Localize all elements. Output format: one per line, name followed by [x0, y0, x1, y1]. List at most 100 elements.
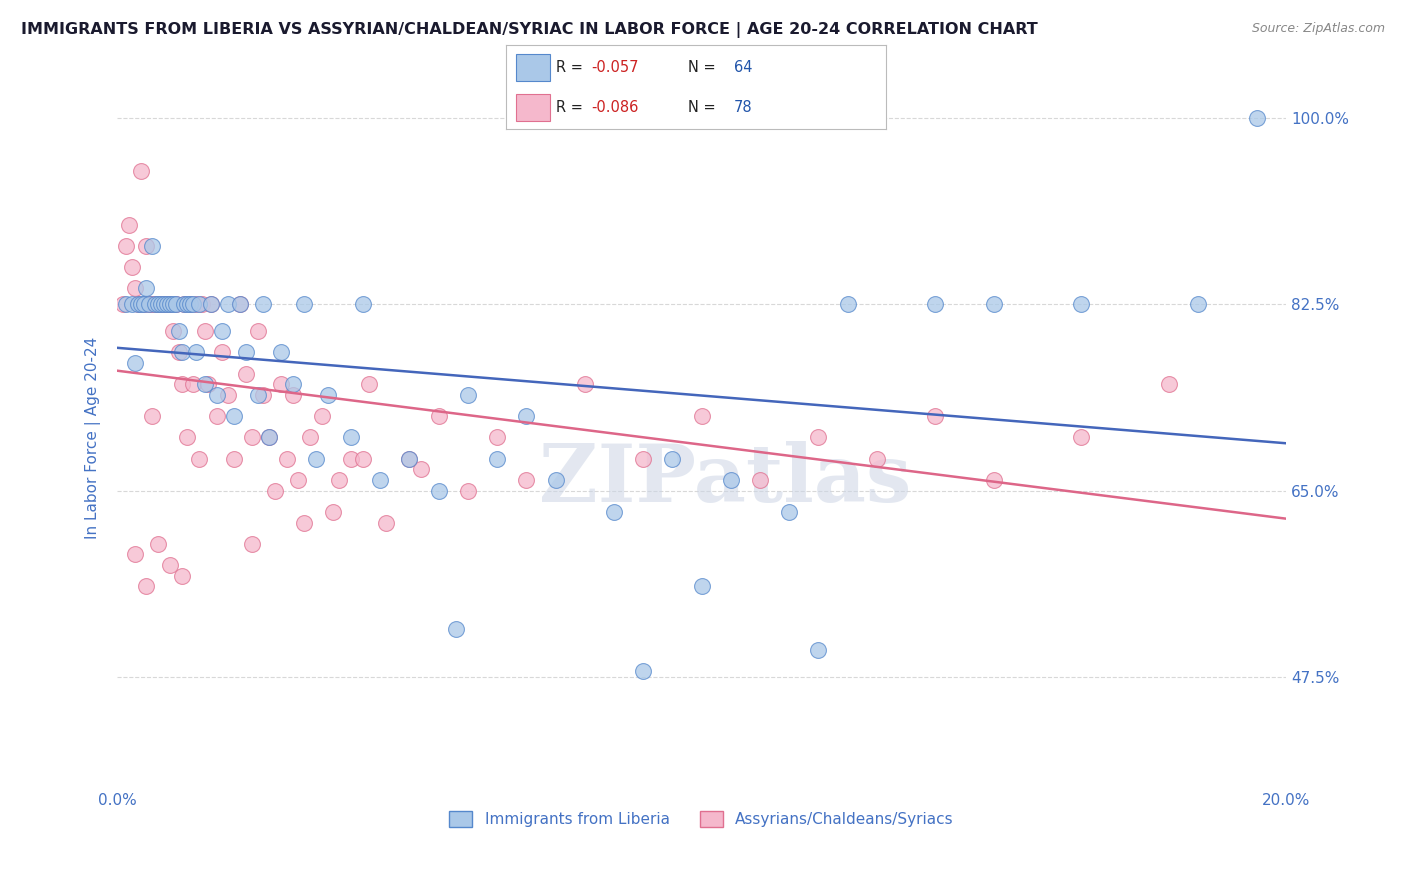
Point: [200, 297, 222, 311]
Point: [141, 239, 163, 253]
Text: 78: 78: [734, 100, 752, 115]
Point: [311, 409, 333, 424]
Point: [205, 388, 228, 402]
Point: [837, 297, 859, 311]
Point: [316, 388, 339, 402]
Point: [281, 377, 304, 392]
Point: [1070, 297, 1092, 311]
Point: [340, 451, 363, 466]
Point: [292, 516, 315, 530]
Point: [1187, 297, 1209, 311]
Point: [127, 297, 149, 311]
Text: IMMIGRANTS FROM LIBERIA VS ASSYRIAN/CHALDEAN/SYRIAC IN LABOR FORCE | AGE 20-24 C: IMMIGRANTS FROM LIBERIA VS ASSYRIAN/CHAL…: [21, 22, 1038, 38]
Point: [181, 297, 204, 311]
Point: [176, 430, 198, 444]
Legend: Immigrants from Liberia, Assyrians/Chaldeans/Syriacs: Immigrants from Liberia, Assyrians/Chald…: [443, 805, 960, 833]
Point: [352, 297, 374, 311]
Point: [287, 473, 309, 487]
Point: [188, 297, 211, 311]
Text: N =: N =: [689, 100, 721, 115]
Point: [544, 473, 567, 487]
Point: [427, 483, 450, 498]
Bar: [516, 94, 550, 120]
Point: [148, 537, 170, 551]
Point: [292, 297, 315, 311]
Point: [224, 451, 246, 466]
Point: [235, 345, 257, 359]
Point: [150, 297, 173, 311]
Point: [141, 297, 163, 311]
Point: [211, 324, 233, 338]
Point: [368, 473, 391, 487]
Point: [352, 451, 374, 466]
Point: [866, 451, 889, 466]
Text: R =: R =: [555, 100, 588, 115]
Point: [165, 297, 187, 311]
Point: [631, 665, 654, 679]
Point: [486, 451, 509, 466]
Point: [124, 548, 146, 562]
Point: [179, 297, 201, 311]
Point: [229, 297, 252, 311]
Point: [299, 430, 322, 444]
Point: [127, 297, 149, 311]
Point: [1246, 112, 1268, 126]
Point: [1159, 377, 1181, 392]
Point: [257, 430, 280, 444]
Point: [115, 297, 138, 311]
Point: [690, 409, 713, 424]
Point: [194, 324, 217, 338]
Point: [150, 297, 173, 311]
Point: [631, 451, 654, 466]
Point: [170, 377, 193, 392]
Point: [252, 297, 274, 311]
Point: [749, 473, 772, 487]
Point: [129, 297, 152, 311]
Point: [121, 297, 143, 311]
Point: [135, 281, 157, 295]
Point: [375, 516, 398, 530]
Point: [186, 345, 208, 359]
Point: [603, 505, 626, 519]
Point: [1070, 430, 1092, 444]
Point: [807, 430, 830, 444]
Point: [170, 568, 193, 582]
Point: [112, 297, 135, 311]
Point: [115, 239, 138, 253]
Point: [444, 622, 467, 636]
Point: [690, 579, 713, 593]
Point: [138, 297, 160, 311]
Point: [983, 473, 1005, 487]
Point: [156, 297, 179, 311]
Point: [211, 345, 233, 359]
Point: [224, 409, 246, 424]
Point: [173, 297, 195, 311]
Point: [357, 377, 380, 392]
Point: [328, 473, 350, 487]
Point: [322, 505, 344, 519]
Point: [257, 430, 280, 444]
Point: [217, 297, 239, 311]
Point: [188, 451, 211, 466]
Point: [398, 451, 420, 466]
Point: [457, 388, 479, 402]
Point: [515, 409, 537, 424]
Point: [143, 297, 166, 311]
Point: [235, 367, 257, 381]
Point: [148, 297, 170, 311]
Point: [486, 430, 509, 444]
Point: [778, 505, 800, 519]
Point: [574, 377, 596, 392]
Point: [170, 345, 193, 359]
Point: [148, 297, 170, 311]
Point: [661, 451, 683, 466]
Point: [143, 297, 166, 311]
Point: [135, 579, 157, 593]
Point: [173, 297, 195, 311]
Point: [159, 558, 181, 573]
Text: -0.057: -0.057: [592, 60, 640, 75]
Point: [156, 297, 179, 311]
Point: [217, 388, 239, 402]
Point: [281, 388, 304, 402]
Point: [398, 451, 420, 466]
